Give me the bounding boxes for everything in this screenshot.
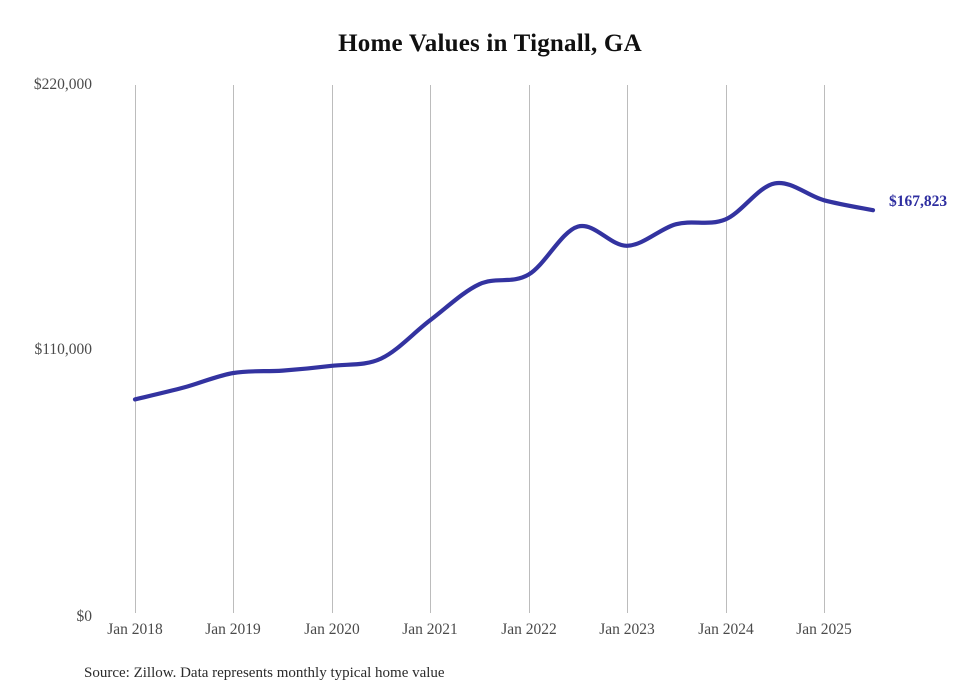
chart-title: Home Values in Tignall, GA	[338, 30, 642, 57]
x-axis-tick-jan-2020: Jan 2020	[304, 621, 360, 638]
x-axis-tick-jan-2018: Jan 2018	[107, 621, 163, 638]
end-value-callout: $167,823	[889, 193, 948, 211]
y-axis-label-top: $220,000	[33, 76, 92, 93]
home-value-line-series	[132, 180, 876, 402]
x-axis-tick-jan-2024: Jan 2024	[698, 621, 754, 638]
source-note: Source: Zillow. Data represents monthly …	[84, 665, 445, 681]
y-axis-label-mid: $110,000	[34, 341, 92, 358]
x-axis-tick-jan-2025: Jan 2025	[796, 621, 852, 638]
x-axis-tick-jan-2022: Jan 2022	[501, 621, 557, 638]
y-axis-label-zero: $0	[76, 608, 93, 625]
x-axis-tick-jan-2021: Jan 2021	[402, 621, 458, 638]
gridlines	[135, 85, 825, 613]
x-axis-tick-jan-2019: Jan 2019	[205, 621, 261, 638]
x-axis-tick-jan-2023: Jan 2023	[599, 621, 655, 638]
